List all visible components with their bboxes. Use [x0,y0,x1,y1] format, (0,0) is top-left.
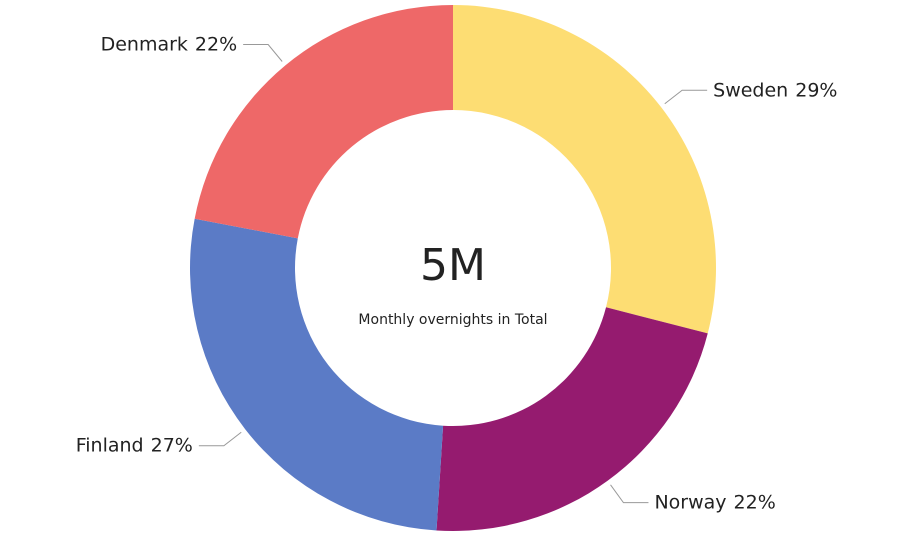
value-label: 29% [795,79,837,101]
value-label: 27% [151,434,193,456]
category-name: Finland [76,434,144,456]
donut-slice [453,5,716,334]
value-label: 22% [195,33,237,55]
leader-line [198,431,242,447]
data-label: Finland 27% [76,434,193,456]
category-name: Norway [654,491,726,513]
data-label: Norway 22% [654,491,775,513]
category-name: Denmark [101,33,188,55]
leader-line [610,484,649,504]
donut-slice [189,218,444,531]
category-name: Sweden [713,79,788,101]
value-label: 22% [734,491,776,513]
center-label: Monthly overnights in Total [358,312,547,328]
donut-slice [436,307,708,531]
leader-line [664,89,708,105]
data-label: Denmark 22% [101,33,238,55]
donut-slice [194,5,453,239]
leader-line [243,44,283,62]
center-value: 5M [420,240,486,291]
data-label: Sweden 29% [713,79,837,101]
